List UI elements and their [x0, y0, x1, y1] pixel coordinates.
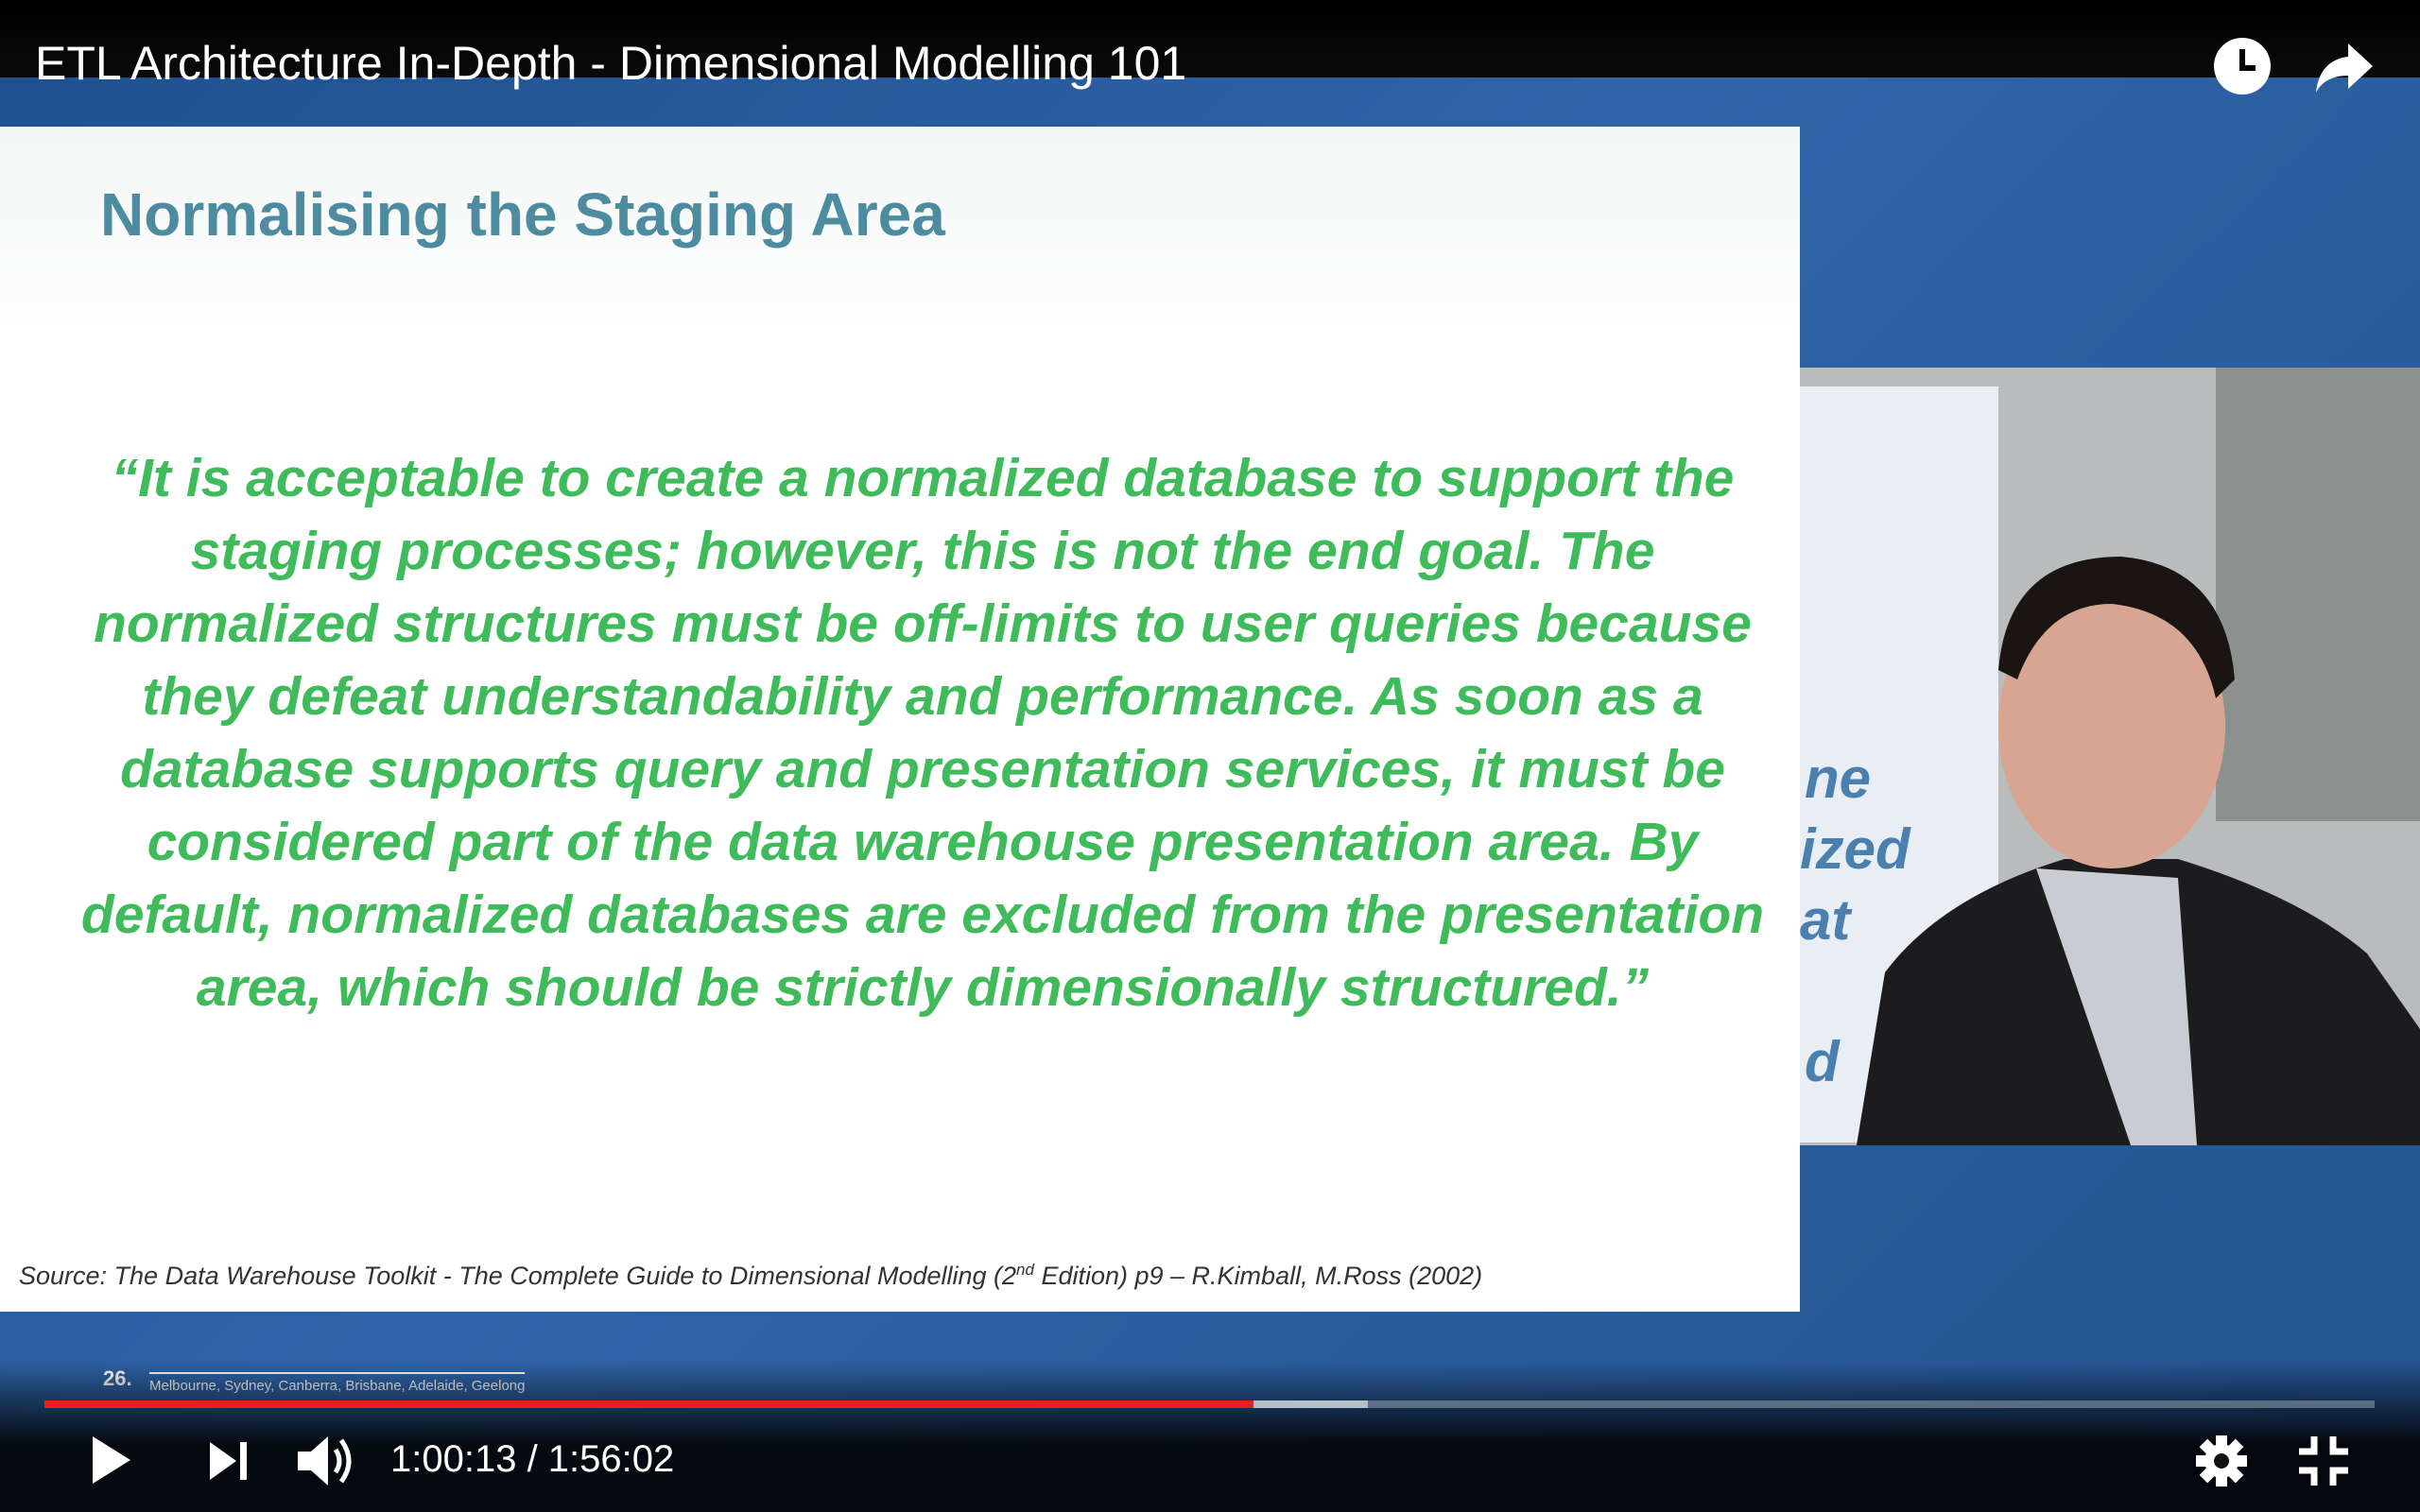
slide — [0, 127, 1800, 1312]
quote-line: normalized structures must be off-limits… — [94, 593, 1752, 654]
quote-line: area, which should be strictly dimension… — [196, 957, 1650, 1018]
speaker-video: ne ized at d — [1800, 368, 2420, 1145]
projector-text: at — [1800, 888, 1851, 952]
speaker — [1857, 368, 2420, 1145]
watch-later-button[interactable] — [2212, 36, 2273, 96]
projector-text: d — [1805, 1030, 1840, 1093]
quote-line: staging processes; however, this is not … — [190, 521, 1655, 581]
projector-text: ne — [1805, 747, 1872, 810]
quote-line: “It is acceptable to create a normalized… — [111, 448, 1735, 508]
slide-title: Normalising the Staging Area — [100, 180, 945, 249]
top-bar — [0, 0, 2420, 77]
settings-button[interactable] — [2195, 1435, 2248, 1487]
quote: “It is acceptable to create a normalized… — [0, 442, 1845, 1024]
video-title[interactable]: ETL Architecture In-Depth - Dimensional … — [35, 37, 1187, 90]
play-button[interactable] — [91, 1435, 132, 1486]
share-button[interactable] — [2314, 40, 2375, 93]
progress-played — [44, 1400, 1253, 1408]
projector-text: ized — [1800, 817, 1910, 881]
quote-line: database supports query and presentation… — [120, 739, 1725, 799]
source: Source: The Data Warehouse Toolkit - The… — [19, 1261, 1482, 1291]
exit-fullscreen-button[interactable] — [2297, 1435, 2350, 1487]
controls-bar — [0, 1361, 2420, 1512]
volume-button[interactable] — [296, 1433, 356, 1489]
source-superscript: nd — [1016, 1261, 1034, 1279]
quote-line: they defeat understandability and perfor… — [142, 666, 1703, 727]
next-button[interactable] — [208, 1440, 250, 1482]
time-display: 1:00:13 / 1:56:02 — [390, 1438, 675, 1480]
quote-line: default, normalized databases are exclud… — [80, 885, 1765, 945]
source-text: Source: The Data Warehouse Toolkit - The… — [19, 1262, 1017, 1290]
source-text: Edition) p9 – R.Kimball, M.Ross (2002) — [1033, 1262, 1483, 1290]
quote-line: considered part of the data warehouse pr… — [147, 812, 1699, 872]
